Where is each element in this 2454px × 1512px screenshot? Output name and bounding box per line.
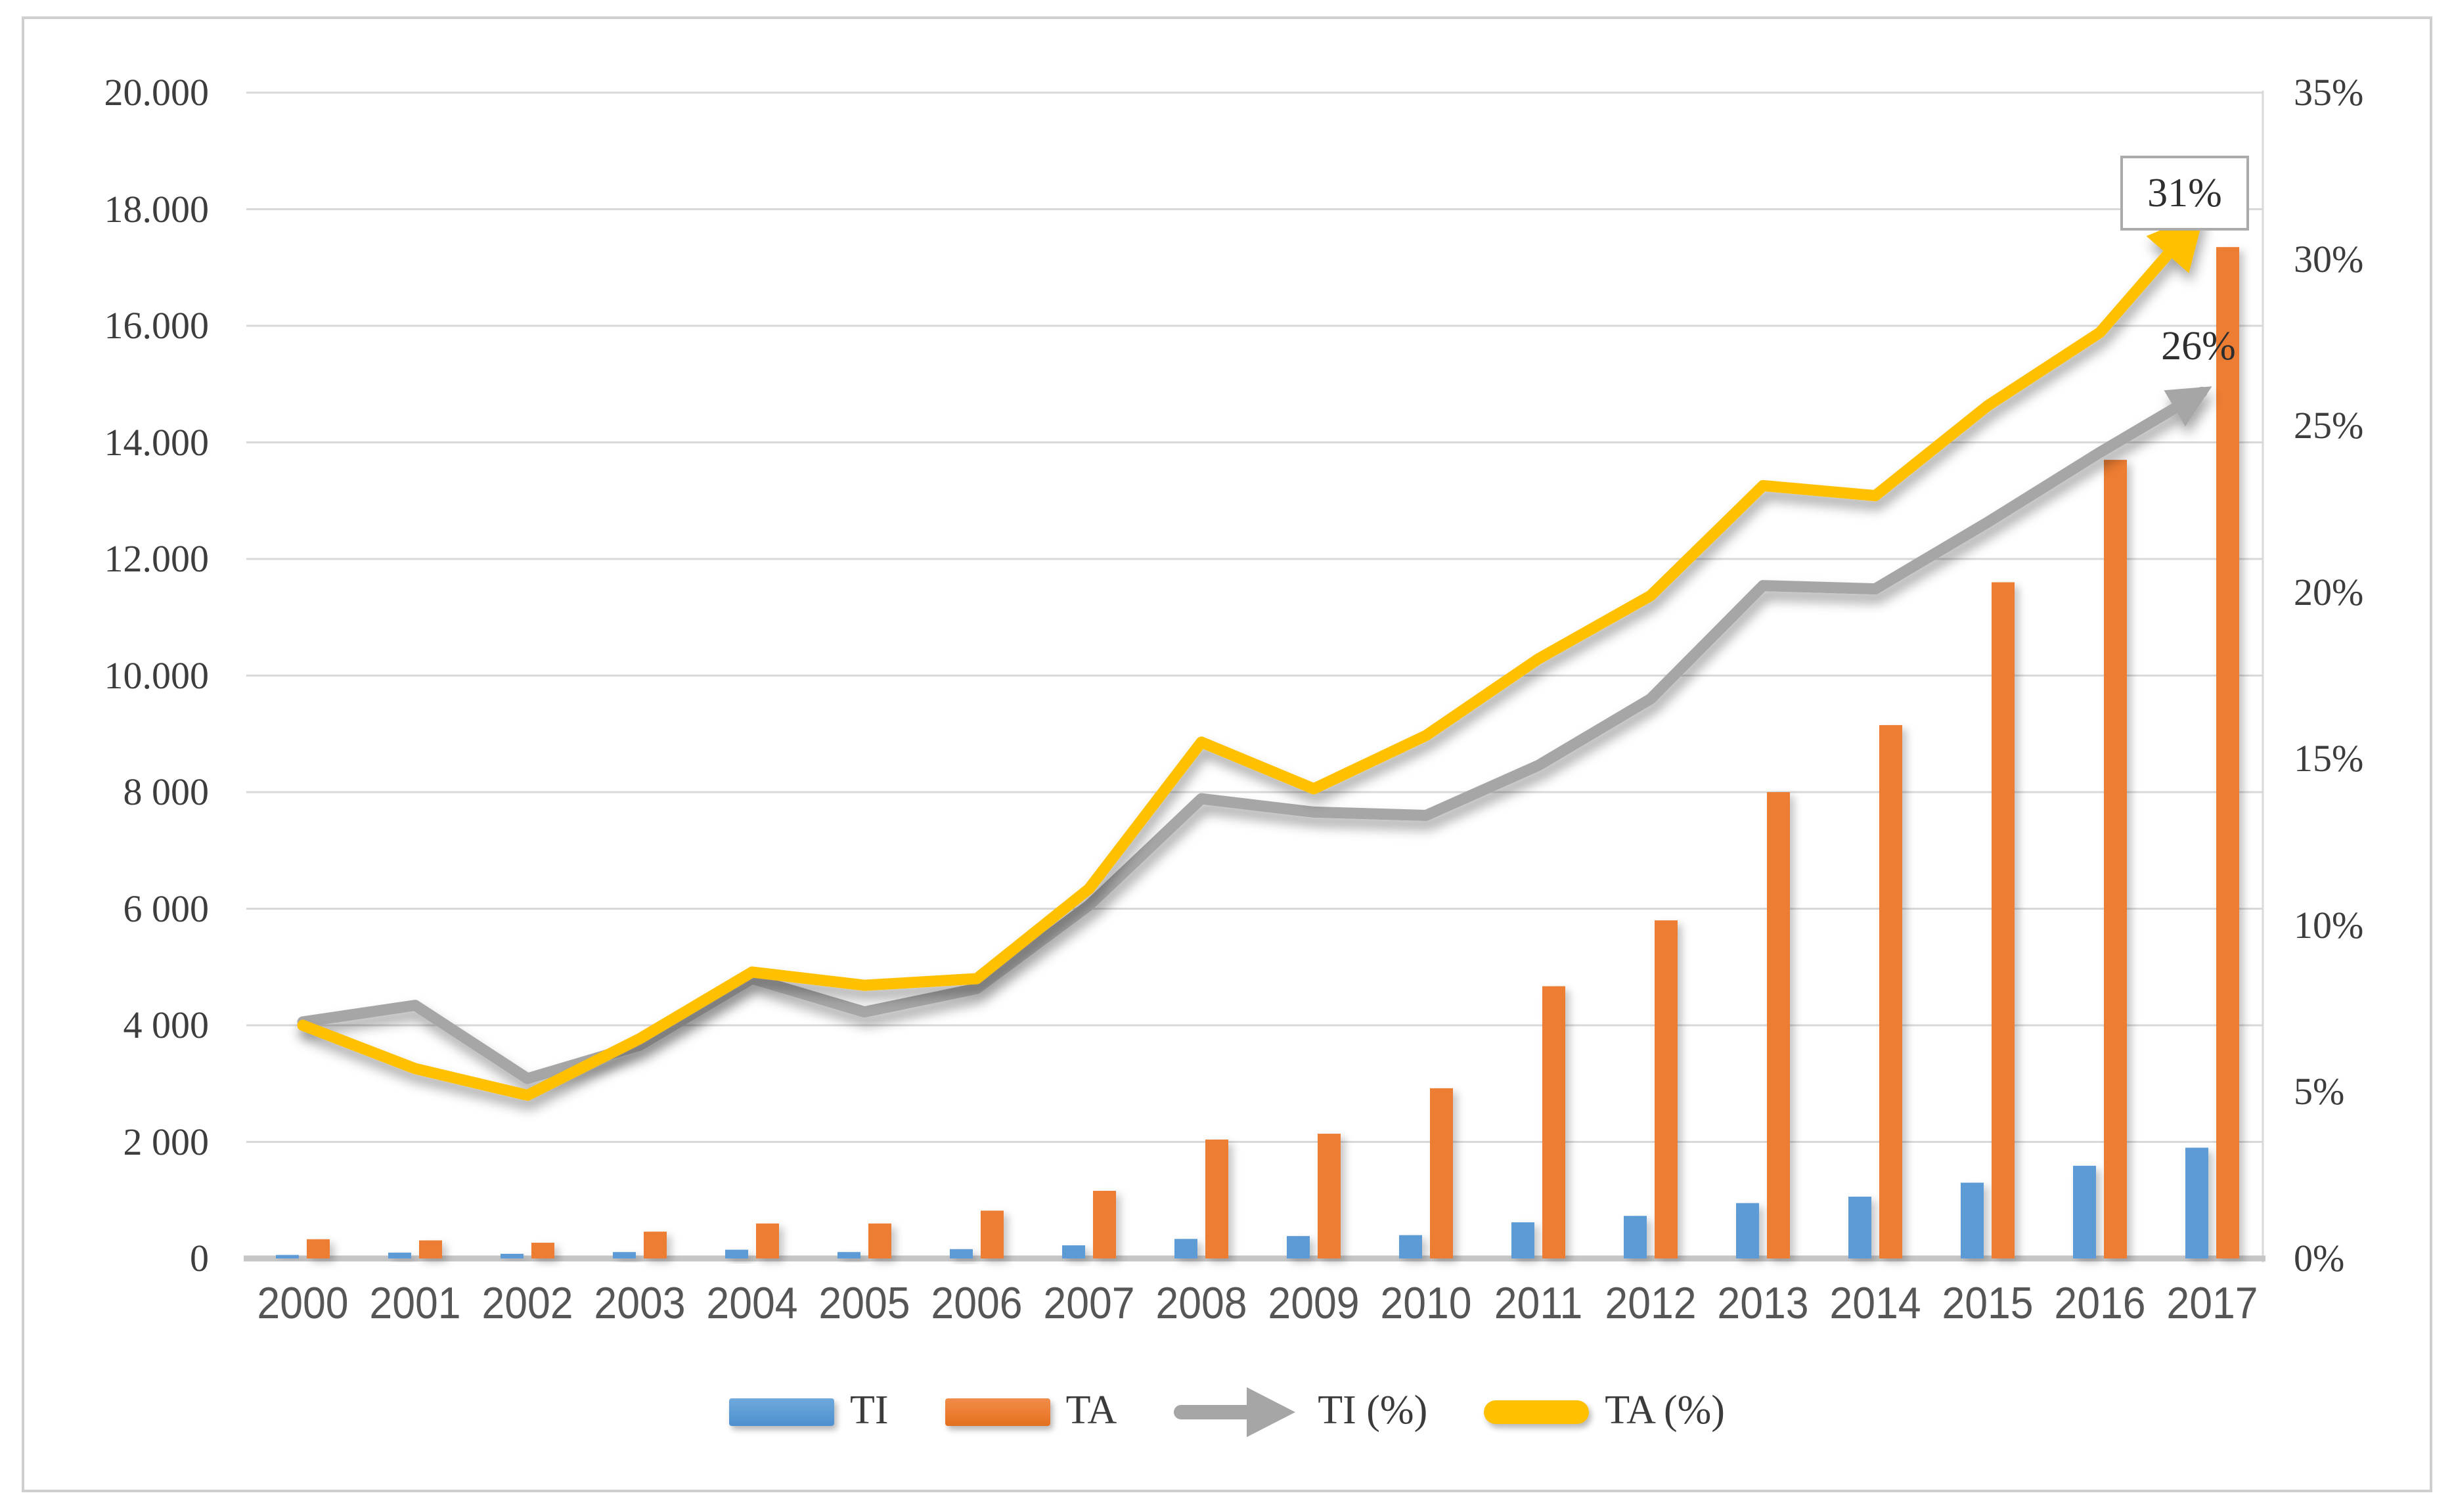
y-left-label-18.000: 18.000	[104, 187, 210, 231]
y-right-label-5%: 5%	[2294, 1070, 2345, 1113]
bar-ti-2004	[725, 1249, 748, 1258]
y-left-label-8000: 8 000	[123, 770, 210, 813]
bar-ti-2012	[1624, 1216, 1647, 1258]
x-label-2014: 2014	[1829, 1278, 1921, 1328]
bar-ti-2015	[1961, 1182, 1984, 1258]
annotation-box-ta-pct: 31%	[2120, 156, 2249, 231]
y-right-label-0%: 0%	[2294, 1237, 2345, 1279]
bar-ti-2002	[501, 1253, 524, 1258]
bar-ta-2005	[868, 1223, 891, 1258]
annotation-ti-pct-text: 26%	[2161, 324, 2236, 368]
bar-ta-2012	[1655, 920, 1678, 1258]
legend-item-ti: TI	[729, 1390, 889, 1434]
bar-ti-2016	[2073, 1165, 2096, 1258]
y-left-label-16.000: 16.000	[104, 304, 210, 347]
bar-ta-2013	[1767, 792, 1790, 1258]
y-axis-right: 35% 30% 25% 20% 15% 10% 5% 0%	[2294, 0, 2451, 1512]
x-label-2003: 2003	[594, 1278, 686, 1328]
x-label-2010: 2010	[1380, 1278, 1472, 1328]
bar-ta-2007	[1093, 1191, 1116, 1258]
y-right-label-15%: 15%	[2294, 737, 2364, 780]
ti-bar-swatch-icon	[729, 1398, 835, 1426]
bar-ti-2014	[1848, 1196, 1871, 1258]
bar-ti-2001	[388, 1253, 411, 1258]
y-right-label-10%: 10%	[2294, 903, 2364, 946]
ta-bar-swatch-icon	[945, 1398, 1050, 1426]
bar-ta-2001	[419, 1240, 442, 1258]
bar-ti-2011	[1511, 1222, 1534, 1258]
legend: TI TA TI (%) TA (%)	[0, 1383, 2454, 1441]
y-left-label-10.000: 10.000	[104, 654, 210, 697]
bar-ti-2007	[1062, 1245, 1085, 1258]
line-ti-pct	[297, 386, 2212, 1084]
bar-ta-2015	[1992, 582, 2015, 1258]
bar-ti-2009	[1287, 1235, 1310, 1258]
bar-ta-2010	[1430, 1088, 1453, 1258]
bar-ti-2017	[2185, 1147, 2208, 1258]
bar-ta-2006	[981, 1211, 1004, 1258]
y-left-label-2000: 2 000	[123, 1120, 210, 1163]
bar-ta-2004	[756, 1223, 779, 1258]
x-label-2008: 2008	[1155, 1278, 1247, 1328]
x-label-2000: 2000	[257, 1278, 349, 1328]
bar-ti-2005	[837, 1252, 860, 1258]
y-left-label-14.000: 14.000	[104, 420, 210, 464]
legend-item-ti-pct: TI (%)	[1173, 1383, 1427, 1441]
legend-item-ta: TA	[945, 1390, 1117, 1434]
legend-item-ta-pct: TA (%)	[1484, 1390, 1725, 1434]
line-ta-pct	[297, 211, 2205, 1101]
x-label-2004: 2004	[706, 1278, 798, 1328]
y-right-label-30%: 30%	[2294, 237, 2364, 280]
x-label-2017: 2017	[2166, 1278, 2258, 1328]
y-right-label-20%: 20%	[2294, 570, 2364, 613]
x-label-2015: 2015	[1942, 1278, 2034, 1328]
bar-ta-2000	[307, 1239, 330, 1258]
bar-ti-2008	[1174, 1239, 1197, 1258]
x-label-2012: 2012	[1605, 1278, 1697, 1328]
legend-label-ta-pct: TA (%)	[1605, 1388, 1725, 1433]
legend-label-ti-pct: TI (%)	[1318, 1388, 1428, 1433]
annotation-ta-pct-text: 31%	[2147, 170, 2222, 215]
bar-ta-2014	[1879, 724, 1902, 1258]
y-left-label-4000: 4 000	[123, 1004, 210, 1046]
x-label-2016: 2016	[2054, 1278, 2146, 1328]
y-left-label-12.000: 12.000	[104, 537, 210, 580]
y-left-label-20.000: 20.000	[104, 71, 210, 114]
legend-label-ti: TI	[850, 1388, 889, 1433]
legend-label-ta: TA	[1065, 1388, 1117, 1433]
x-label-2001: 2001	[369, 1278, 461, 1328]
y-left-label-6000: 6 000	[123, 887, 210, 930]
gray-arrow-icon	[1174, 1387, 1296, 1437]
bar-ta-2016	[2104, 460, 2127, 1258]
yellow-line-swatch-icon	[1484, 1400, 1590, 1424]
bar-ti-2010	[1399, 1235, 1422, 1258]
bar-ti-2000	[276, 1255, 299, 1258]
bar-ta-2017	[2216, 247, 2239, 1258]
x-label-2013: 2013	[1717, 1278, 1809, 1328]
y-left-label-0: 0	[190, 1237, 209, 1279]
y-axis-left: 20.000 18.000 16.000 14.000 12.000 10.000 8 00…	[39, 0, 210, 1512]
x-label-2002: 2002	[481, 1278, 573, 1328]
bar-ta-2003	[644, 1232, 667, 1258]
bar-ti-2003	[613, 1252, 636, 1258]
y-right-label-25%: 25%	[2294, 404, 2364, 447]
bar-ti-2006	[950, 1249, 973, 1258]
y-right-label-35%: 35%	[2294, 71, 2364, 114]
bar-ta-2008	[1205, 1139, 1228, 1258]
bar-ta-2011	[1542, 986, 1565, 1258]
x-label-2007: 2007	[1043, 1278, 1135, 1328]
x-label-2006: 2006	[931, 1278, 1023, 1328]
bar-ta-2009	[1318, 1134, 1341, 1258]
x-label-2005: 2005	[818, 1278, 910, 1328]
bar-ti-2013	[1736, 1203, 1759, 1258]
x-label-2011: 2011	[1494, 1278, 1583, 1328]
bar-ta-2002	[531, 1243, 554, 1258]
x-label-2009: 2009	[1268, 1278, 1360, 1328]
